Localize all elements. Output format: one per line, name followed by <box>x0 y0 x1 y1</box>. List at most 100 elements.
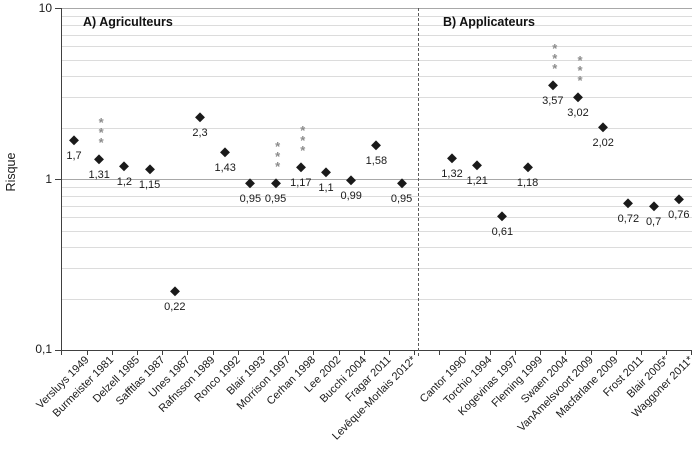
x-tick <box>464 351 466 355</box>
significance-stars: * * * <box>275 138 281 174</box>
x-tick <box>439 351 441 355</box>
data-point-value: 3,57 <box>542 94 564 107</box>
data-point-value: 1,32 <box>441 168 463 181</box>
significance-stars: * * * <box>552 40 558 76</box>
data-point-marker <box>371 140 381 150</box>
x-tick <box>288 351 290 355</box>
x-tick <box>137 351 138 355</box>
gridline <box>61 179 692 180</box>
gridline <box>61 59 692 61</box>
gridline <box>61 34 692 36</box>
gridline <box>61 97 692 99</box>
x-tick <box>666 351 668 355</box>
x-tick <box>363 351 365 355</box>
x-tick <box>540 351 542 355</box>
data-point-marker <box>296 162 306 172</box>
y-tick <box>55 8 61 9</box>
data-point-marker <box>195 112 205 122</box>
panel-divider-dashed-line <box>418 8 419 356</box>
gridline <box>61 298 692 300</box>
gridline <box>61 15 692 17</box>
panel-title-agriculteurs: A) Agriculteurs <box>83 15 173 29</box>
data-point-marker <box>598 122 608 132</box>
x-tick <box>389 351 390 355</box>
x-tick <box>515 351 516 355</box>
gridline <box>61 186 692 188</box>
data-point-value: 1,1 <box>318 181 334 194</box>
y-tick <box>55 350 61 351</box>
data-point-value: 0,99 <box>340 189 362 202</box>
data-point-marker <box>497 211 507 221</box>
data-point-value: 2,3 <box>192 127 208 140</box>
data-point-value: 1,17 <box>290 177 312 190</box>
data-point-value: 0,61 <box>491 225 514 238</box>
gridline <box>61 216 692 218</box>
x-tick <box>86 351 88 355</box>
data-point-marker <box>321 167 331 177</box>
panel-title-applicateurs: B) Applicateurs <box>443 15 535 29</box>
x-tick <box>111 351 113 355</box>
data-point-marker <box>623 198 633 208</box>
x-tick <box>263 351 264 355</box>
y-tick-label-1: 1 <box>45 172 52 186</box>
data-point-value: 1,43 <box>214 162 236 175</box>
data-point-value: 0,95 <box>264 192 287 205</box>
data-point-value: 1,18 <box>516 176 539 189</box>
x-tick <box>212 351 214 355</box>
gridline <box>61 268 692 270</box>
data-point-value: 1,21 <box>466 174 488 187</box>
data-point-value: 0,22 <box>164 301 186 314</box>
data-point-marker <box>69 134 79 145</box>
x-tick <box>489 351 491 355</box>
x-axis-line <box>61 350 692 351</box>
data-point-marker <box>548 79 558 90</box>
data-point-value: 0,7 <box>645 215 662 228</box>
x-tick <box>691 351 693 355</box>
data-point-marker <box>447 153 457 163</box>
y-tick <box>55 179 61 180</box>
x-tick <box>162 351 164 355</box>
x-tick <box>641 351 642 355</box>
data-point-value: 1,2 <box>116 175 133 188</box>
x-tick <box>565 351 567 355</box>
gridline <box>61 127 692 129</box>
gridline <box>61 24 692 26</box>
data-point-value: 2,02 <box>592 136 614 149</box>
gridline <box>61 8 692 9</box>
data-point-value: 1,15 <box>138 178 161 191</box>
gridline <box>61 76 692 77</box>
x-tick <box>414 351 416 355</box>
significance-stars: * * * <box>98 114 104 150</box>
gridline <box>61 45 692 47</box>
data-point-value: 0,95 <box>390 192 413 205</box>
data-point-marker <box>144 163 155 174</box>
gridline <box>61 205 692 207</box>
significance-stars: * * * <box>300 123 306 159</box>
gridline <box>61 230 692 232</box>
y-axis-title: Risque <box>4 152 18 192</box>
data-point-value: 1,7 <box>66 149 82 162</box>
x-tick <box>237 351 239 355</box>
significance-stars: * * * <box>577 52 583 88</box>
x-tick <box>338 351 340 355</box>
data-point-value: 0,95 <box>239 192 262 205</box>
data-point-value: 1,58 <box>365 155 388 167</box>
x-tick <box>61 351 63 355</box>
data-point-marker <box>220 147 230 157</box>
data-point-value: 0,76 <box>668 209 690 222</box>
x-tick <box>187 351 189 355</box>
x-tick <box>590 351 592 355</box>
y-axis-line <box>61 8 62 351</box>
y-tick-label-10: 10 <box>38 1 52 15</box>
gridline <box>61 195 692 197</box>
data-point-marker <box>522 162 533 172</box>
gridline <box>61 247 692 248</box>
data-point-marker <box>170 286 180 296</box>
data-point-value: 0,72 <box>617 213 640 226</box>
data-point-value: 3,02 <box>567 106 589 119</box>
data-point-value: 1,31 <box>88 168 110 181</box>
y-tick-label-0-1: 0,1 <box>35 342 52 356</box>
x-tick <box>615 351 617 355</box>
x-tick <box>313 351 315 355</box>
